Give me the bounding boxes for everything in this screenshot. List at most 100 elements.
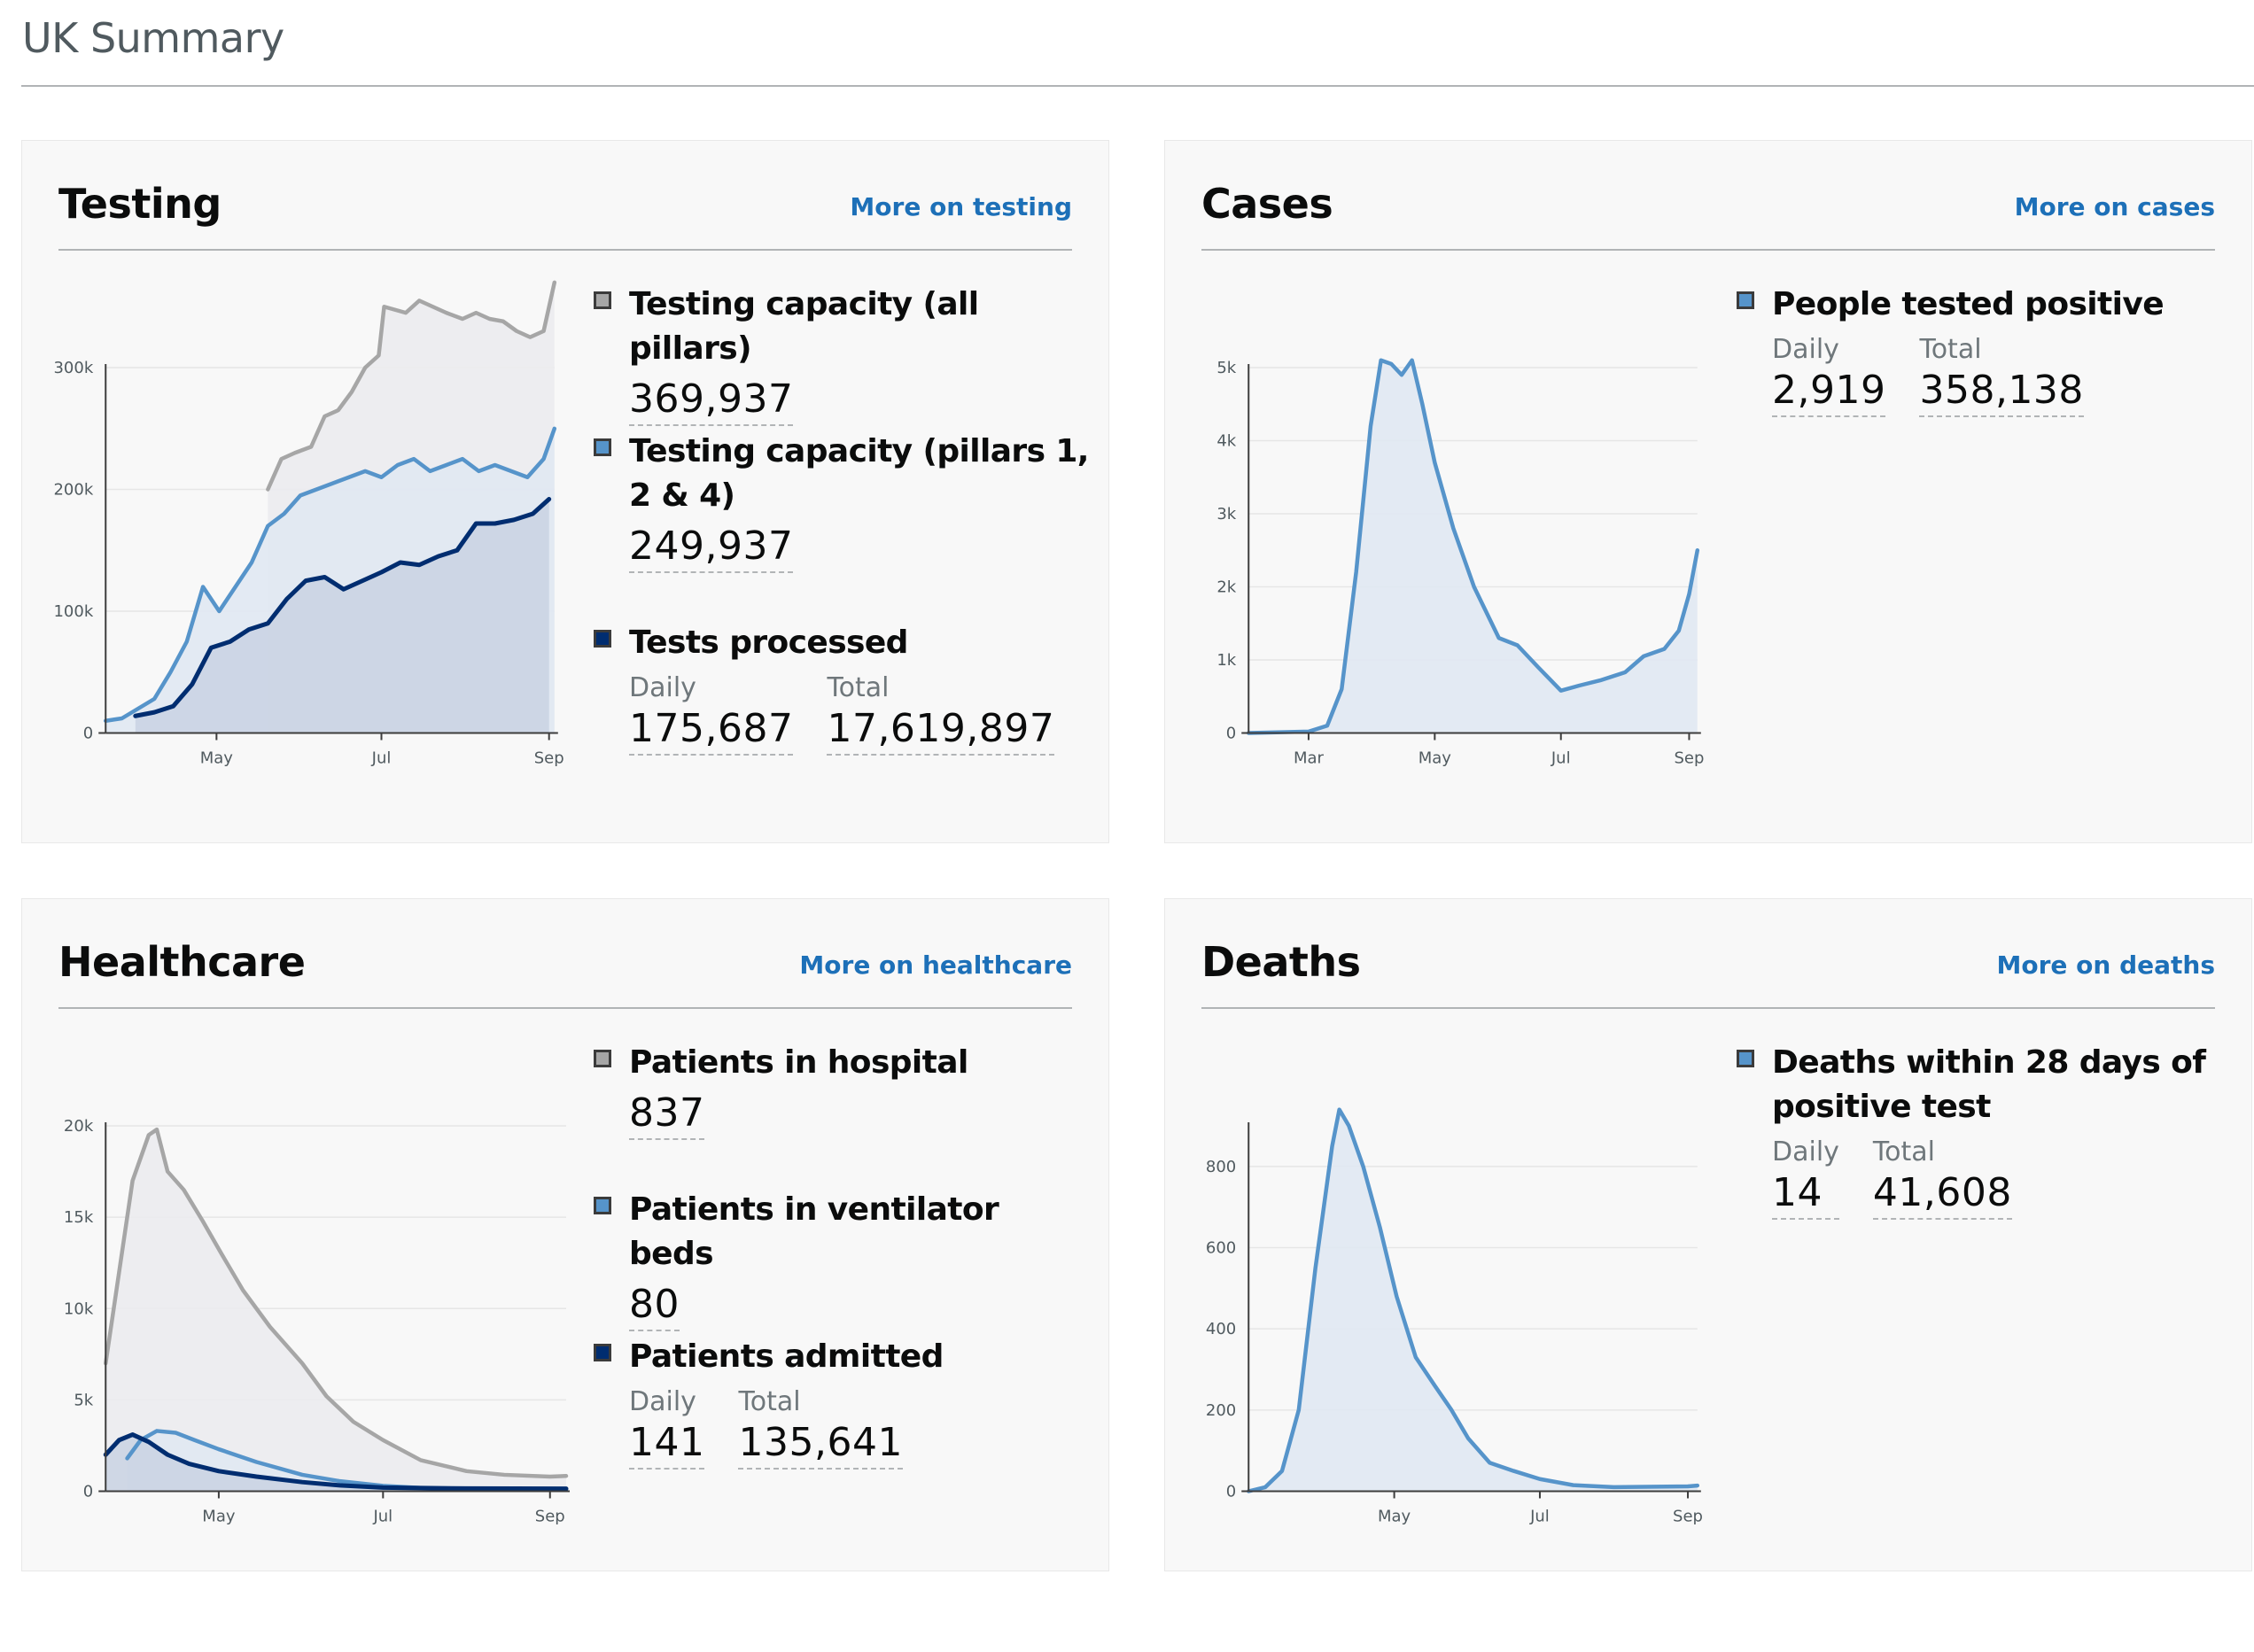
admitted-total-label: Total — [738, 1386, 801, 1417]
healthcare-title: Healthcare — [58, 938, 306, 986]
metric-tests-processed: Tests processed Daily 175,687 Total 17,6… — [594, 621, 1090, 756]
metric-patients-admitted: Patients admitted Daily 141 Total 135,64… — [594, 1335, 1090, 1470]
cases-total-label: Total — [1919, 334, 1982, 365]
series-line[interactable] — [266, 280, 557, 492]
admitted-daily-label: Daily — [629, 1386, 696, 1417]
y-tick-label: 0 — [83, 725, 93, 743]
testing-title: Testing — [58, 180, 222, 228]
deaths-card: Deaths More on deaths 0 200 400 600 800 May Ju… — [1164, 898, 2252, 1571]
x-tick-label: May — [1378, 1508, 1411, 1526]
tests-processed-label: Tests processed — [629, 624, 908, 661]
more-on-healthcare-link[interactable]: More on healthcare — [799, 950, 1072, 980]
cases-daily-value[interactable]: 2,919 — [1772, 368, 1886, 417]
cases-card: Cases More on cases 0 1k 2k 3k 4k 5k Mar May Jul… — [1164, 140, 2252, 843]
tests-processed-total-label: Total — [827, 672, 890, 703]
y-tick-label: 5k — [1216, 359, 1236, 377]
healthcare-card: Healthcare More on healthcare 0 5k 10k 15k 2… — [21, 898, 1109, 1571]
y-tick-label: 5k — [74, 1391, 93, 1409]
series-area — [1248, 1109, 1698, 1492]
testing-capacity-pillars-value[interactable]: 249,937 — [629, 524, 794, 573]
y-tick-label: 0 — [83, 1483, 93, 1501]
y-tick-label: 200k — [53, 481, 93, 500]
series-area — [105, 1434, 566, 1492]
cases-header: Cases More on cases — [1201, 180, 2215, 251]
series-line[interactable] — [1247, 1107, 1700, 1493]
metric-testing-capacity-all: Testing capacity (all pillars) 369,937 — [594, 283, 1090, 426]
testing-chart: 0 100k 200k 300k May Jul Sep — [53, 280, 564, 768]
admitted-daily-value[interactable]: 141 — [629, 1420, 705, 1470]
metric-deaths-28-days: Deaths within 28 days of positive test D… — [1737, 1041, 2233, 1220]
testing-capacity-all-label: Testing capacity (all pillars) — [629, 286, 979, 367]
y-tick-label: 3k — [1216, 505, 1236, 524]
testing-capacity-all-legend-swatch — [594, 291, 611, 309]
deaths-daily-label: Daily — [1772, 1136, 1839, 1167]
y-tick-label: 0 — [1226, 1483, 1236, 1501]
cases-chart: 0 1k 2k 3k 4k 5k Mar May Jul Sep — [1216, 358, 1704, 768]
x-tick-label: Sep — [1673, 1508, 1703, 1526]
page-header: UK Summary — [21, 0, 2254, 87]
patients-ventilator-value[interactable]: 80 — [629, 1282, 680, 1331]
series-line[interactable] — [103, 1432, 569, 1492]
page-title: UK Summary — [22, 14, 284, 62]
x-tick-label: Jul — [372, 1508, 393, 1526]
metric-people-tested-positive: People tested positive Daily 2,919 Total… — [1737, 283, 2233, 417]
y-tick-label: 10k — [64, 1299, 94, 1318]
deaths-daily-value[interactable]: 14 — [1772, 1170, 1839, 1220]
tests-processed-total-value[interactable]: 17,619,897 — [827, 706, 1055, 756]
deaths-28-days-legend-swatch — [1737, 1050, 1754, 1067]
patients-ventilator-label: Patients in ventilator beds — [629, 1191, 999, 1272]
x-tick-label: Jul — [371, 749, 392, 768]
testing-capacity-pillars-legend-swatch — [594, 438, 611, 456]
testing-capacity-all-value[interactable]: 369,937 — [629, 376, 794, 426]
more-on-testing-link[interactable]: More on testing — [850, 192, 1072, 221]
cases-title: Cases — [1201, 180, 1333, 228]
deaths-chart: 0 200 400 600 800 May Jul Sep — [1206, 1107, 1703, 1526]
patients-in-hospital-label: Patients in hospital — [629, 1044, 968, 1081]
deaths-header: Deaths More on deaths — [1201, 938, 2215, 1009]
series-line[interactable] — [1247, 358, 1700, 735]
y-tick-label: 100k — [53, 602, 93, 621]
x-tick-label: May — [200, 749, 234, 768]
deaths-total-label: Total — [1872, 1136, 1935, 1167]
healthcare-header: Healthcare More on healthcare — [58, 938, 1072, 1009]
series-area — [135, 499, 549, 733]
series-line[interactable] — [104, 1127, 569, 1479]
admitted-total-value[interactable]: 135,641 — [738, 1420, 903, 1470]
more-on-cases-link[interactable]: More on cases — [2014, 192, 2215, 221]
y-tick-label: 600 — [1206, 1239, 1236, 1258]
people-tested-positive-label: People tested positive — [1772, 286, 2165, 322]
patients-admitted-legend-swatch — [594, 1344, 611, 1361]
cases-total-value[interactable]: 358,138 — [1919, 368, 2084, 417]
tests-processed-daily-value[interactable]: 175,687 — [629, 706, 794, 756]
x-tick-label: Jul — [1551, 749, 1571, 768]
y-tick-label: 15k — [64, 1208, 94, 1227]
patients-in-hospital-value[interactable]: 837 — [629, 1090, 705, 1140]
patients-ventilator-legend-swatch — [594, 1197, 611, 1214]
y-tick-label: 2k — [1216, 578, 1236, 597]
y-tick-label: 0 — [1226, 725, 1236, 743]
x-tick-label: Sep — [1674, 749, 1704, 768]
testing-capacity-pillars-label: Testing capacity (pillars 1, 2 & 4) — [629, 433, 1089, 514]
metric-patients-in-hospital: Patients in hospital 837 — [594, 1041, 1090, 1140]
deaths-total-value[interactable]: 41,608 — [1872, 1170, 2012, 1220]
x-tick-label: May — [202, 1508, 236, 1526]
x-tick-label: Jul — [1529, 1508, 1550, 1526]
series-line[interactable] — [104, 426, 557, 723]
metric-patients-ventilator: Patients in ventilator beds 80 — [594, 1188, 1090, 1331]
y-tick-label: 400 — [1206, 1320, 1236, 1338]
patients-in-hospital-legend-swatch — [594, 1050, 611, 1067]
y-tick-label: 1k — [1216, 651, 1236, 670]
healthcare-chart: 0 5k 10k 15k 20k May Jul Sep — [64, 1117, 570, 1526]
people-tested-positive-legend-swatch — [1737, 291, 1754, 309]
tests-processed-legend-swatch — [594, 630, 611, 648]
series-line[interactable] — [133, 497, 552, 718]
metric-testing-capacity-pillars: Testing capacity (pillars 1, 2 & 4) 249,… — [594, 430, 1090, 573]
tests-processed-daily-label: Daily — [629, 672, 696, 703]
y-tick-label: 300k — [53, 359, 93, 377]
y-tick-label: 800 — [1206, 1158, 1236, 1176]
testing-card: Testing More on testing 0 100k 200k 300k May… — [21, 140, 1109, 843]
series-area — [105, 1129, 566, 1492]
more-on-deaths-link[interactable]: More on deaths — [1996, 950, 2215, 980]
x-tick-label: Sep — [535, 1508, 565, 1526]
series-area — [1248, 360, 1698, 733]
